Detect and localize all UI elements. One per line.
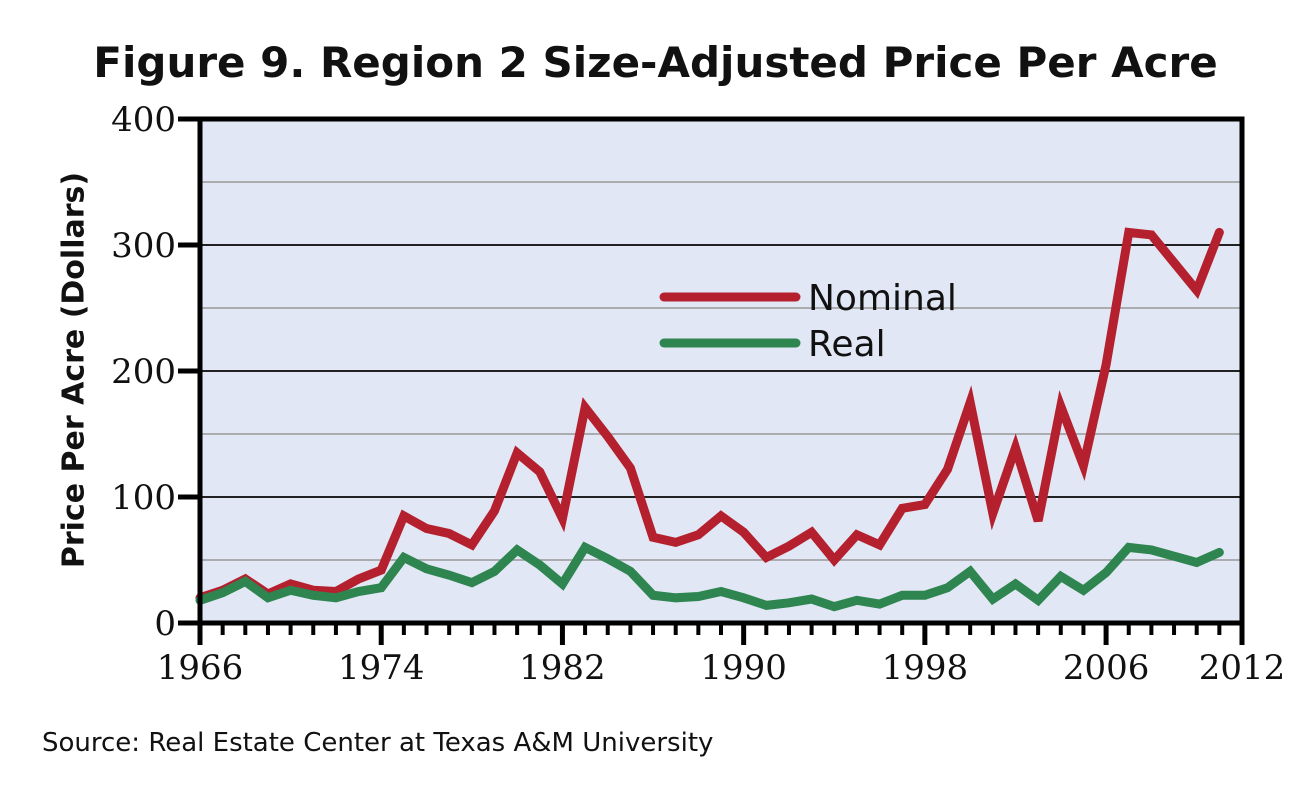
x-tick-label: 1974 xyxy=(338,648,425,688)
y-tick-label: 400 xyxy=(111,100,176,140)
x-tick-label: 1982 xyxy=(519,648,606,688)
x-tick-label: 1966 xyxy=(157,648,244,688)
x-tick-label: 1998 xyxy=(882,648,969,688)
chart-title: Figure 9. Region 2 Size-Adjusted Price P… xyxy=(93,38,1218,87)
x-tick-label: 2006 xyxy=(1063,648,1150,688)
y-tick-label: 200 xyxy=(111,352,176,392)
y-tick-label: 100 xyxy=(111,478,176,518)
series-line-nominal xyxy=(195,227,1224,603)
series-line-real xyxy=(195,541,1224,612)
y-tick-label: 0 xyxy=(154,604,176,644)
legend-label-real: Real xyxy=(808,324,886,365)
x-tick-label: 2012 xyxy=(1199,648,1286,688)
legend-label-nominal: Nominal xyxy=(808,278,957,319)
x-tick-label: 1990 xyxy=(700,648,787,688)
legend: Nominal Real xyxy=(659,278,957,365)
y-tick-label: 300 xyxy=(111,226,176,266)
source-note: Source: Real Estate Center at Texas A&M … xyxy=(42,728,714,758)
